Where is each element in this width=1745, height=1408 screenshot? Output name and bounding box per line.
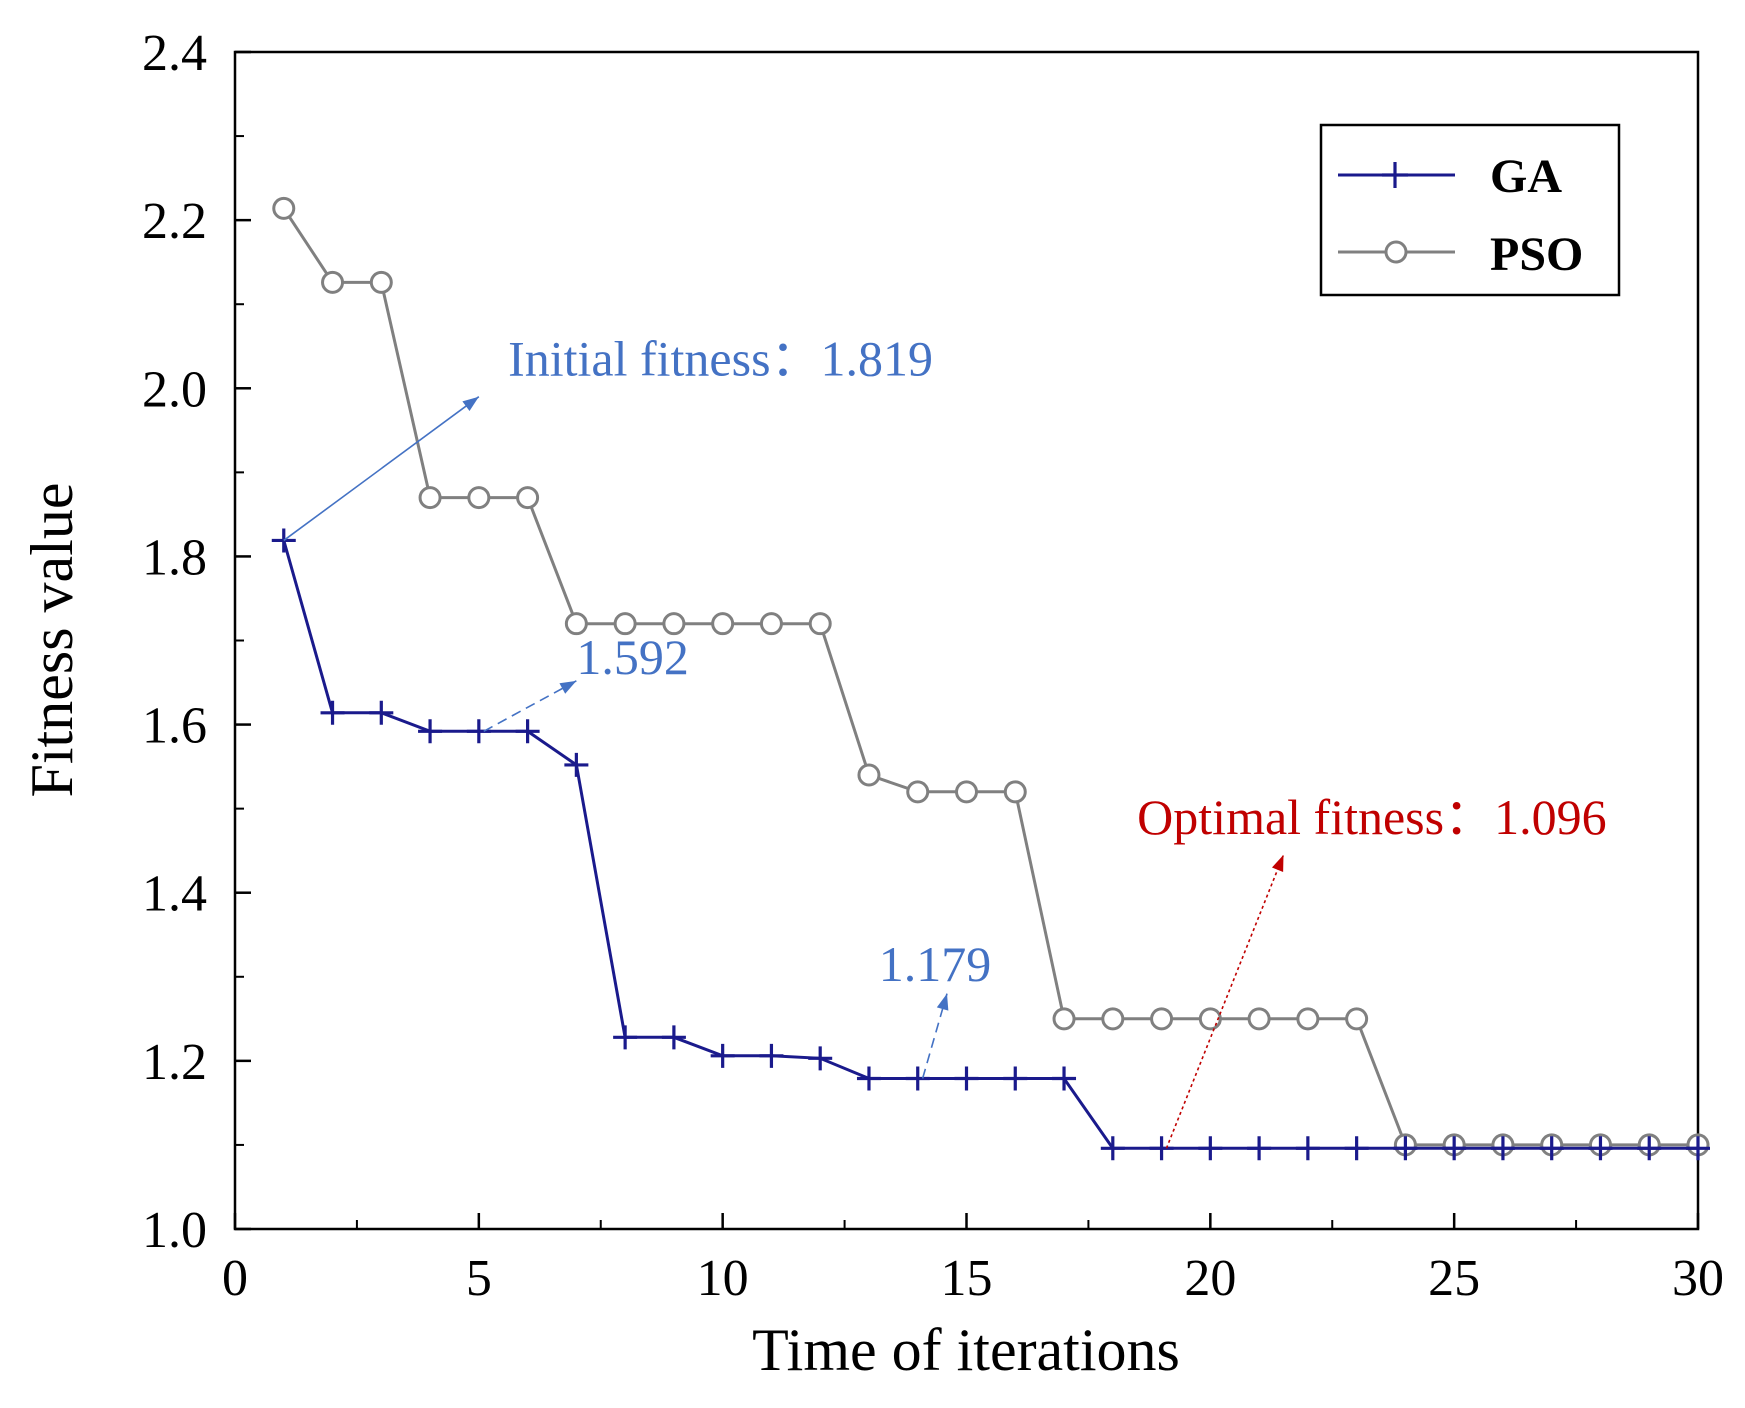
- pso-point: [1296, 1007, 1320, 1031]
- annotation-arrow-head: [559, 680, 577, 694]
- ga-point: [759, 1043, 784, 1068]
- ga-point: [1149, 1136, 1174, 1161]
- x-tick-label: 30: [1672, 1250, 1724, 1307]
- y-tick-label: 2.2: [142, 193, 207, 250]
- y-tick-label: 1.0: [142, 1202, 207, 1259]
- x-tick-label: 5: [466, 1250, 492, 1307]
- legend-box: [1319, 123, 1621, 297]
- ga-point: [905, 1066, 930, 1091]
- legend-ga-marker: [1382, 162, 1408, 188]
- ga-point: [1344, 1136, 1369, 1161]
- ga-point: [1393, 1136, 1418, 1161]
- pso-point: [955, 780, 978, 804]
- pso-point: [808, 612, 832, 636]
- y-tick-label: 2.4: [142, 25, 207, 82]
- pso-point: [711, 612, 735, 636]
- x-tick-label: 20: [1184, 1250, 1236, 1307]
- pso-point: [662, 612, 686, 636]
- y-tick-label: 1.4: [142, 866, 207, 923]
- ga-point: [1100, 1136, 1125, 1161]
- ga-point: [515, 719, 540, 744]
- y-tick-label: 1.2: [142, 1034, 207, 1091]
- pso-point: [1150, 1007, 1174, 1031]
- ga-point: [418, 719, 443, 744]
- y-axis-label: Fitness value: [19, 483, 85, 798]
- ga-point: [661, 1025, 686, 1050]
- annotation-arrow-head: [1271, 854, 1284, 872]
- ga-point: [1295, 1136, 1320, 1161]
- ga-point: [320, 700, 345, 725]
- ga-point: [564, 752, 589, 777]
- x-tick-label: 25: [1428, 1250, 1480, 1307]
- ga-point: [466, 719, 491, 744]
- x-tick-label: 15: [941, 1250, 993, 1307]
- annotation-arrow-line: [483, 680, 577, 732]
- pso-line: [282, 207, 1698, 1147]
- ga-point: [1637, 1136, 1662, 1161]
- pso-point: [857, 763, 881, 787]
- annotation-label: Initial fitness：1.819: [508, 331, 933, 387]
- legend-pso-label: PSO: [1490, 228, 1583, 281]
- pso-point: [1003, 780, 1027, 804]
- ga-point: [1686, 1136, 1710, 1161]
- ga-point: [710, 1043, 735, 1068]
- ga-point: [1198, 1136, 1223, 1161]
- pso-point: [1052, 1007, 1076, 1031]
- ga-point: [613, 1025, 638, 1050]
- pso-point: [564, 612, 588, 636]
- annotation-arrow-head: [462, 396, 479, 412]
- pso-point: [1247, 1007, 1271, 1031]
- ga-point: [1003, 1066, 1028, 1091]
- legend-ga-label: GA: [1490, 150, 1562, 203]
- pso-point: [369, 270, 393, 294]
- y-tick-label: 1.6: [142, 698, 207, 755]
- x-tick-label: 10: [697, 1250, 749, 1307]
- legend: GA PSO: [1319, 123, 1621, 297]
- ga-point: [856, 1066, 881, 1091]
- ga-point: [369, 700, 394, 725]
- annotation-label: 1.592: [576, 629, 689, 685]
- ga-point: [954, 1066, 979, 1091]
- ga-point: [1539, 1136, 1564, 1161]
- y-tick-label: 1.8: [142, 529, 207, 586]
- legend-pso-marker: [1384, 240, 1408, 264]
- pso-point: [418, 486, 442, 510]
- ga-point: [1247, 1136, 1272, 1161]
- ga-point: [1588, 1136, 1613, 1161]
- pso-point: [613, 612, 637, 636]
- ga-point: [1442, 1136, 1467, 1161]
- y-tick-label: 2.0: [142, 361, 207, 418]
- pso-point: [321, 270, 345, 294]
- x-tick-label: 0: [222, 1250, 248, 1307]
- pso-point: [906, 780, 930, 804]
- ga-point: [1490, 1136, 1515, 1161]
- annotation-label: Optimal fitness：1.096: [1137, 789, 1606, 845]
- annotation-arrow-head: [936, 993, 949, 1011]
- pso-point: [272, 196, 296, 220]
- pso-point: [759, 612, 783, 636]
- pso-point: [1101, 1007, 1125, 1031]
- ga-point: [1052, 1066, 1077, 1091]
- pso-point: [516, 486, 540, 510]
- annotation-arrow-line: [283, 396, 480, 542]
- ga-point: [808, 1046, 833, 1071]
- annotation-label: 1.179: [879, 936, 992, 992]
- pso-point: [1345, 1007, 1369, 1031]
- annotation-arrow-line: [1165, 854, 1285, 1149]
- x-axis-label: Time of iterations: [752, 1317, 1180, 1383]
- pso-point: [467, 486, 491, 510]
